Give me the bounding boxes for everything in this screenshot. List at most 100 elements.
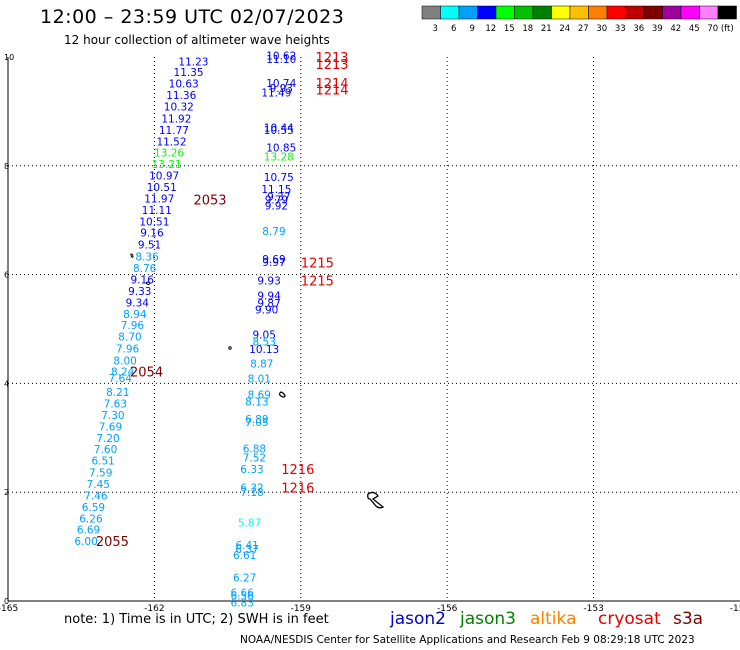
wave-height-label: 11.92 — [161, 113, 191, 125]
credit-line: NOAA/NESDIS Center for Satellite Applica… — [240, 634, 695, 646]
x-tick-label: -150 — [730, 604, 740, 614]
legend-altika: altika — [530, 609, 577, 629]
wave-height-label: 8.94 — [123, 309, 147, 321]
wave-height-label: 9.97 — [262, 257, 285, 269]
footnote: note: 1) Time is in UTC; 2) SWH is in fe… — [64, 612, 329, 627]
wave-height-label: 9.94 — [257, 290, 281, 302]
color-scale-label: 18 — [522, 24, 533, 34]
color-scale-label: 42 — [670, 24, 681, 34]
y-tick-label: 4 — [4, 379, 9, 388]
wave-height-label: 7.96 — [116, 344, 140, 356]
color-scale-label: 9 — [470, 24, 475, 34]
island-outline — [228, 346, 232, 350]
wave-height-label: 13.28 — [264, 152, 294, 164]
wave-height-label: 9.69 — [262, 254, 285, 266]
color-swatch — [717, 5, 737, 20]
wave-height-label: 11.23 — [178, 56, 208, 68]
wave-height-label: 9.34 — [126, 297, 150, 309]
wave-height-label: 7.60 — [94, 444, 117, 456]
wave-height-label: 7.18 — [240, 487, 263, 499]
wave-height-label: 6.32 — [240, 482, 263, 494]
wave-height-label: 11.35 — [174, 67, 204, 79]
pass-time-label: 1215 — [301, 275, 334, 290]
wave-height-label: 6.41 — [235, 540, 258, 552]
wave-height-label: 7.52 — [243, 452, 266, 464]
color-scale-label: 39 — [652, 24, 663, 34]
wave-height-label: 9.16 — [131, 274, 155, 286]
wave-height-label: 6.59 — [82, 502, 105, 514]
legend-jason3: jason3 — [460, 609, 516, 629]
wave-height-label: 8.87 — [250, 358, 273, 370]
color-scale-label: 27 — [578, 24, 589, 34]
x-tick-label: -159 — [291, 604, 312, 614]
wave-height-label: 11.77 — [159, 125, 189, 137]
pass-time-label: 1215 — [301, 257, 334, 272]
pass-time-label: 1216 — [281, 481, 314, 496]
wave-height-label: 9.16 — [140, 228, 164, 240]
legend-jason2: jason2 — [390, 609, 446, 629]
wave-height-label: 8.76 — [133, 263, 157, 275]
wave-height-label: 7.96 — [121, 320, 145, 332]
wave-height-label: 9.05 — [253, 329, 276, 341]
wave-height-label: 8.24 — [111, 366, 135, 378]
wave-height-label: 10.75 — [264, 172, 294, 184]
wave-height-label: 9.33 — [128, 286, 151, 298]
x-tick-label: -153 — [583, 604, 603, 614]
x-tick-label: -165 — [0, 604, 18, 614]
wave-height-label: 8.70 — [118, 332, 141, 344]
wave-height-label: 11.10 — [266, 54, 296, 66]
wave-height-label: 8.01 — [248, 374, 271, 386]
wave-height-label: 10.97 — [149, 171, 179, 183]
wave-height-label: 7.45 — [87, 479, 110, 491]
color-scale-label: 70 — [707, 24, 718, 34]
color-scale-label: 15 — [504, 24, 515, 34]
wave-height-label: 10.44 — [264, 123, 294, 135]
wave-height-label: 7.20 — [96, 433, 119, 445]
wave-height-label: 9.90 — [255, 304, 278, 316]
island-outline — [367, 491, 385, 509]
legend-s3a: s3a — [673, 609, 704, 629]
wave-height-label: 9.79 — [265, 195, 288, 207]
wave-height-label: 6.61 — [233, 550, 256, 562]
wave-height-label: 9.51 — [138, 240, 161, 252]
wave-height-label: 5.87 — [238, 518, 261, 530]
wave-height-label: 7.05 — [245, 417, 268, 429]
color-scale-label: 33 — [615, 24, 626, 34]
wave-height-label: 11.49 — [261, 87, 291, 99]
chart-subtitle: 12 hour collection of altimeter wave hei… — [64, 33, 330, 47]
wave-height-label: 8.00 — [113, 356, 136, 368]
color-scale-label: 21 — [541, 24, 552, 34]
wave-height-label: 11.97 — [144, 193, 174, 205]
wave-height-label: 6.83 — [231, 598, 254, 610]
color-scale-bar: 3 6 9 12 15 18 21 24 27 30 33 36 39 42 45 70 (ft) — [421, 5, 737, 34]
color-scale-label: 12 — [485, 24, 496, 34]
wave-height-label: 6.00 — [74, 536, 97, 548]
wave-height-label: 6.51 — [91, 456, 114, 468]
wave-height-label: 9.37 — [267, 191, 290, 203]
wave-height-label: 8.79 — [262, 226, 285, 238]
pass-time-label: 1216 — [281, 463, 314, 478]
wave-height-label: 6.33 — [240, 464, 263, 476]
y-tick-label: 0 — [4, 597, 9, 606]
wave-height-label: 10.32 — [164, 102, 194, 114]
island-outline — [278, 391, 286, 398]
wave-height-label: 6.66 — [231, 587, 255, 599]
wave-height-label: 7.63 — [104, 399, 127, 411]
wave-height-label: 10.85 — [266, 142, 296, 154]
wave-height-label: 10.55 — [264, 125, 294, 137]
wave-height-label: 10.13 — [249, 344, 279, 356]
chart-title: 12:00 – 23:59 UTC 02/07/2023 — [40, 6, 345, 28]
pass-time-label: 2054 — [130, 365, 163, 380]
wave-height-label: 7.30 — [101, 410, 124, 422]
wave-height-label: 10.51 — [147, 182, 177, 194]
pass-time-label: 2053 — [193, 194, 226, 209]
pass-time-label: 1214 — [315, 77, 348, 92]
wave-height-label: 7.64 — [109, 373, 133, 385]
wave-height-label: 7.59 — [89, 468, 112, 480]
wave-height-label: 11.36 — [166, 90, 196, 102]
wave-height-label: 8.13 — [245, 396, 268, 408]
wave-height-label: 9.93 — [257, 276, 280, 288]
wave-height-label: 11.15 — [261, 184, 291, 196]
wave-height-label: 6.37 — [235, 544, 258, 556]
